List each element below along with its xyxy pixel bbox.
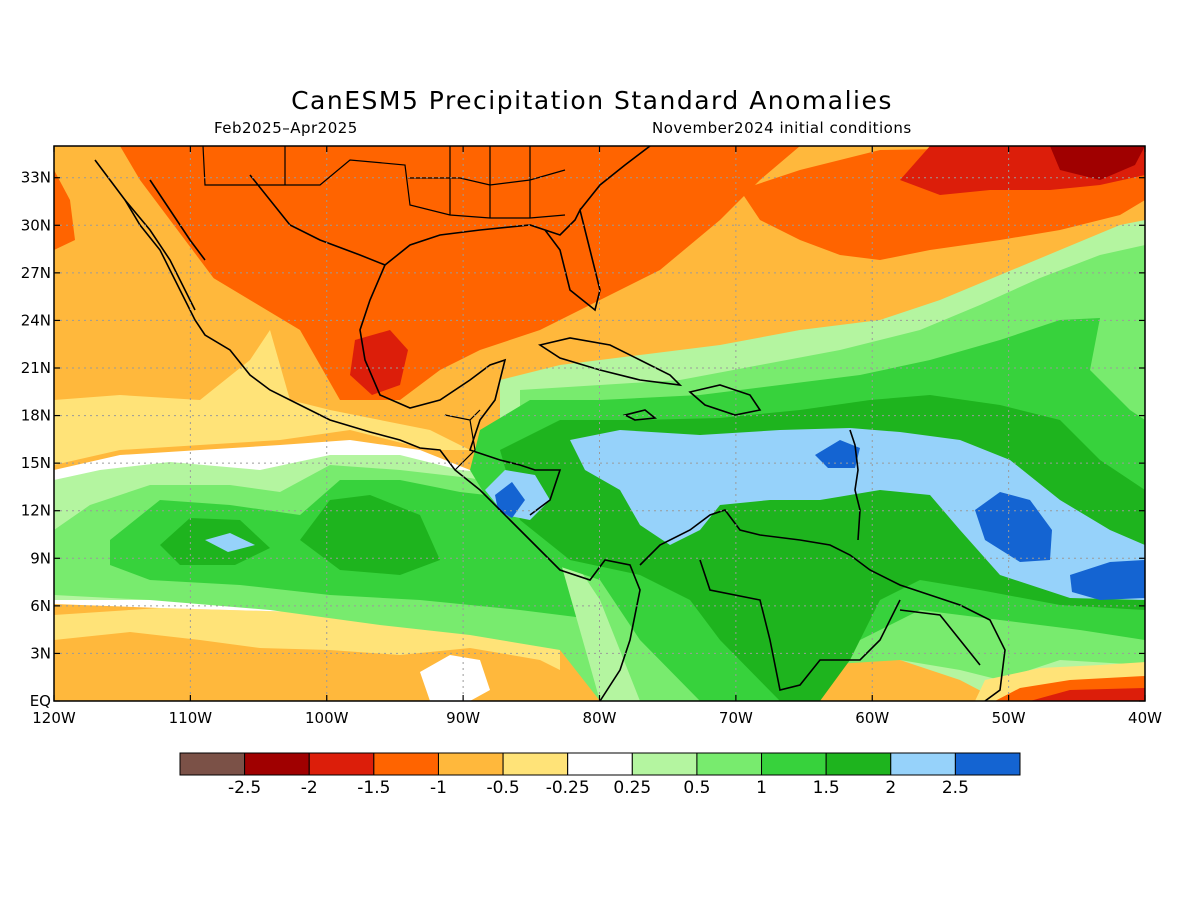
x-tick-label: 40W xyxy=(1128,709,1162,727)
y-tick-label: 24N xyxy=(21,311,51,329)
gulf-coast-us xyxy=(384,207,601,312)
central-america-borders xyxy=(444,409,481,471)
x-tick-label: 100W xyxy=(305,709,349,727)
colorbar-swatch xyxy=(437,752,504,776)
colorbar-swatch xyxy=(825,752,892,776)
atlantic-coast-us xyxy=(579,146,651,211)
lesser-antilles xyxy=(849,429,861,541)
field-caribbean-blue xyxy=(570,428,1145,600)
guianas-border xyxy=(899,609,981,666)
y-tick-label: 18N xyxy=(21,407,51,425)
colorbar-swatch xyxy=(244,752,310,776)
field-pacific-south-white xyxy=(420,655,490,701)
y-tick-label: 33N xyxy=(21,169,51,187)
colorbar-swatch xyxy=(502,752,569,776)
field-gulf-strong-dry xyxy=(350,330,408,395)
field-baja-dry xyxy=(54,170,75,250)
y-tick-label: 30N xyxy=(21,216,51,234)
y-tick-label: 27N xyxy=(21,264,51,282)
cuba xyxy=(537,337,683,387)
field-mexico-moderate xyxy=(54,146,250,330)
colorbar-label: -1 xyxy=(430,778,447,798)
colorbar-label: 0.5 xyxy=(683,778,710,798)
colorbar-label: -0.5 xyxy=(486,778,519,798)
colorbar-swatch xyxy=(567,752,633,776)
field-honduras-dark-blue xyxy=(495,482,525,518)
y-tick-label: EQ xyxy=(30,692,51,710)
colorbar-swatch xyxy=(373,752,439,776)
colorbar-label: 1 xyxy=(756,778,767,798)
colorbar-label: -0.25 xyxy=(546,778,590,798)
colorbar-swatch xyxy=(696,752,763,776)
forecast-period: Feb2025–Apr2025 xyxy=(214,119,358,137)
y-tick-label: 3N xyxy=(30,644,51,662)
x-tick-label: 70W xyxy=(719,709,753,727)
colorbar-label: 0.25 xyxy=(613,778,651,798)
colorbar-label: 1.5 xyxy=(813,778,840,798)
colorbar-label: -2.5 xyxy=(228,778,261,798)
colorbar-swatch xyxy=(631,752,698,776)
field-south-atlantic-strong-dry xyxy=(1030,688,1145,701)
jamaica xyxy=(622,409,658,421)
y-axis: EQ 3N 6N 9N 12N 15N 18N 21N 24N 27N 30N 33N xyxy=(21,169,1145,710)
colorbar: -2.5 -2 -1.5 -1 -0.5 -0.25 0.25 0.5 1 1.5 2 2.5 xyxy=(179,752,1021,798)
field-antilles-dark-blue xyxy=(815,440,860,468)
x-tick-label: 80W xyxy=(583,709,617,727)
field-pacific-strong-green-2 xyxy=(300,495,440,575)
y-tick-label: 6N xyxy=(30,597,51,615)
x-tick-label: 60W xyxy=(855,709,889,727)
y-tick-label: 15N xyxy=(21,454,51,472)
pacific-coastline xyxy=(94,159,641,701)
x-tick-label: 110W xyxy=(169,709,213,727)
gulf-coast-mexico xyxy=(249,174,562,516)
colorbar-label: 2 xyxy=(885,778,896,798)
field-atlantic-dark-blue-2 xyxy=(1070,560,1145,600)
field-atlantic-dark-blue-1 xyxy=(975,492,1052,562)
colorbar-swatch xyxy=(890,752,956,776)
initial-conditions: November2024 initial conditions xyxy=(652,119,912,137)
y-tick-label: 21N xyxy=(21,359,51,377)
x-tick-label: 50W xyxy=(992,709,1026,727)
colorbar-swatch xyxy=(179,752,246,776)
x-tick-label: 90W xyxy=(446,709,480,727)
coastlines xyxy=(94,146,1006,701)
colorbar-swatch xyxy=(308,752,375,776)
venezuela-border xyxy=(699,559,901,691)
colorbar-label: 2.5 xyxy=(942,778,969,798)
colorbar-swatch xyxy=(954,752,1021,776)
colorbar-label: -2 xyxy=(301,778,318,798)
colorbar-swatch xyxy=(761,752,827,776)
hispaniola xyxy=(688,384,762,416)
field-atlantic-very-dry xyxy=(1050,146,1145,180)
y-tick-label: 9N xyxy=(30,549,51,567)
map-title: CanESM5 Precipitation Standard Anomalies xyxy=(291,86,893,115)
y-tick-label: 12N xyxy=(21,502,51,520)
state-borders xyxy=(202,146,566,219)
colorbar-label: -1.5 xyxy=(357,778,390,798)
field-pacific-blue-spot xyxy=(205,533,255,552)
grid-lines xyxy=(54,146,1145,701)
south-america-north-coast xyxy=(639,509,1006,701)
x-axis: 120W 110W 100W 90W 80W 70W 60W 50W 40W xyxy=(32,146,1162,727)
baja-peninsula xyxy=(124,199,196,311)
x-tick-label: 120W xyxy=(32,709,76,727)
